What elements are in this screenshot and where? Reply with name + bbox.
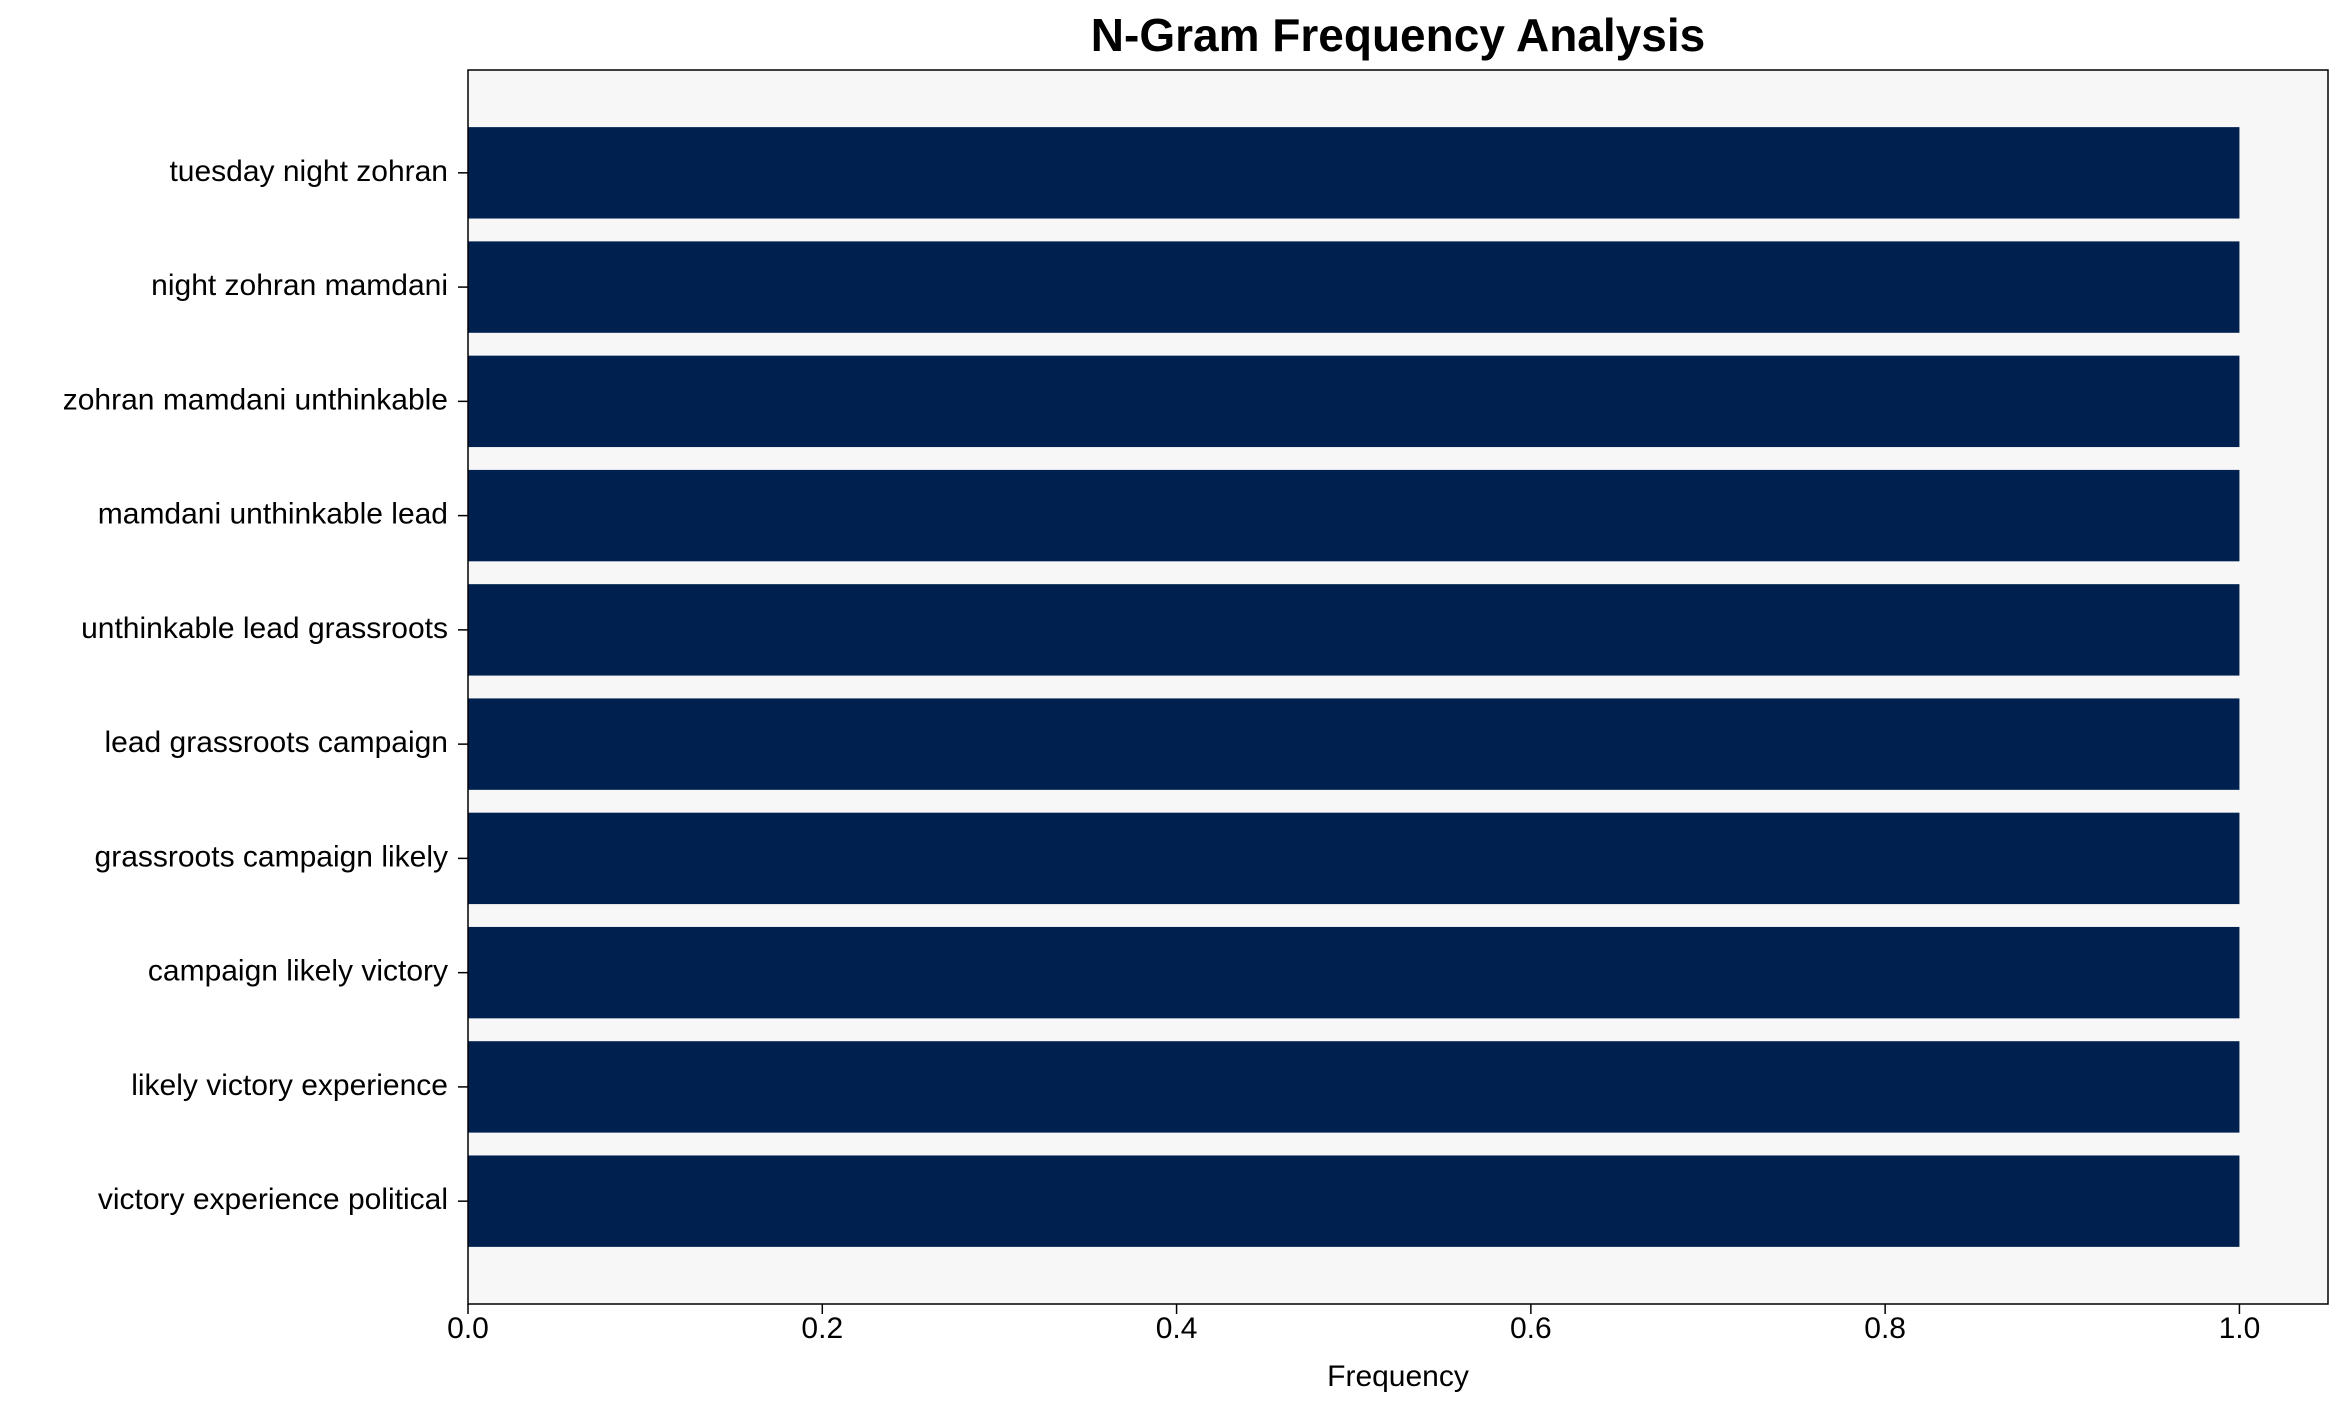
y-tick-label: lead grassroots campaign (104, 726, 448, 759)
x-tick-label: 0.4 (1156, 1312, 1198, 1345)
x-axis-label: Frequency (1327, 1360, 1469, 1393)
bar (468, 355, 2240, 448)
bar (468, 1041, 2240, 1133)
y-tick-label: likely victory experience (131, 1069, 448, 1102)
y-tick-label: victory experience political (98, 1183, 448, 1216)
x-tick-label: 0.6 (1510, 1312, 1552, 1345)
x-tick-label: 0.2 (801, 1312, 843, 1345)
y-tick-label: tuesday night zohran (169, 155, 448, 188)
plot-frame (467, 69, 2329, 1305)
bar (468, 812, 2240, 905)
y-tick-label: grassroots campaign likely (95, 840, 448, 873)
y-tick-label: campaign likely victory (148, 955, 448, 988)
chart-title: N-Gram Frequency Analysis (1091, 9, 1705, 61)
bar (468, 584, 2240, 676)
bar (468, 926, 2240, 1019)
y-tick-label: unthinkable lead grassroots (81, 612, 448, 645)
bar (468, 698, 2240, 790)
x-tick-label: 0.0 (447, 1312, 489, 1345)
y-tick-label: mamdani unthinkable lead (98, 498, 448, 531)
y-tick-label: night zohran mamdani (151, 269, 448, 302)
x-tick-label: 0.8 (1864, 1312, 1906, 1345)
bar (468, 127, 2240, 219)
y-tick-label: zohran mamdani unthinkable (63, 383, 448, 416)
bar (468, 241, 2240, 333)
x-tick-label: 1.0 (2219, 1312, 2261, 1345)
bar (468, 1155, 2240, 1247)
bar (468, 469, 2240, 562)
